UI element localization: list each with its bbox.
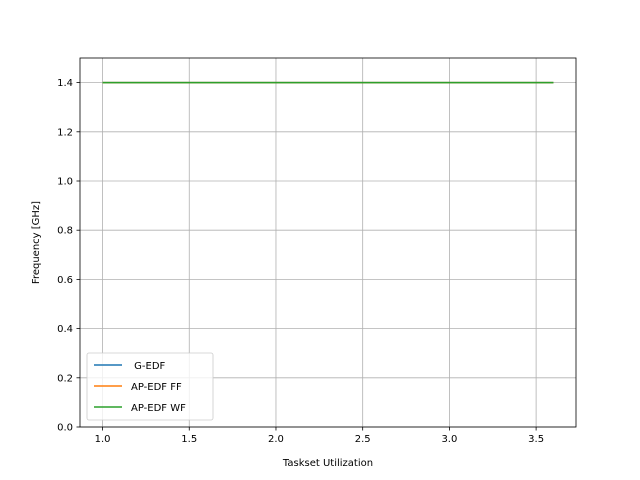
x-tick-label: 2.0	[268, 434, 284, 445]
x-tick-label: 1.0	[95, 434, 111, 445]
y-axis-label: Frequency [GHz]	[31, 201, 42, 284]
y-tick-label: 0.6	[57, 275, 73, 286]
y-tick-label: 0.0	[57, 423, 73, 434]
x-tick-label: 1.5	[181, 434, 197, 445]
y-tick-label: 0.4	[57, 324, 73, 335]
legend-box	[86, 352, 214, 421]
y-tick-label: 1.0	[57, 177, 73, 188]
y-tick-label: 0.2	[57, 373, 73, 384]
legend: G-EDF AP-EDF FF AP-EDF WF	[86, 352, 214, 421]
y-tick-label: 0.8	[57, 226, 73, 237]
plot-frame	[79, 57, 577, 428]
y-tick-label: 1.4	[57, 78, 73, 89]
x-axis-label: Taskset Utilization	[282, 458, 373, 469]
y-tick-label: 1.2	[57, 127, 73, 138]
x-tick-label: 2.5	[355, 434, 371, 445]
legend-label: AP-EDF FF	[131, 382, 182, 393]
axis-ticks: 1.0 1.5 2.0 2.5 3.0 3.5 0.0 0.2 0.4 0.6 0.8 1.0 1.2 1…	[57, 78, 544, 445]
x-tick-label: 3.5	[528, 434, 544, 445]
legend-label: AP-EDF WF	[131, 403, 186, 414]
legend-label: G-EDF	[131, 361, 166, 372]
x-tick-label: 3.0	[441, 434, 457, 445]
